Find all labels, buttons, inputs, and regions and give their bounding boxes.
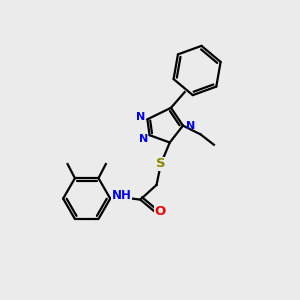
- Text: S: S: [156, 157, 166, 170]
- Text: N: N: [136, 112, 145, 122]
- Text: N: N: [139, 134, 148, 144]
- Text: N: N: [186, 121, 195, 131]
- Text: O: O: [155, 205, 166, 218]
- Text: NH: NH: [112, 189, 131, 202]
